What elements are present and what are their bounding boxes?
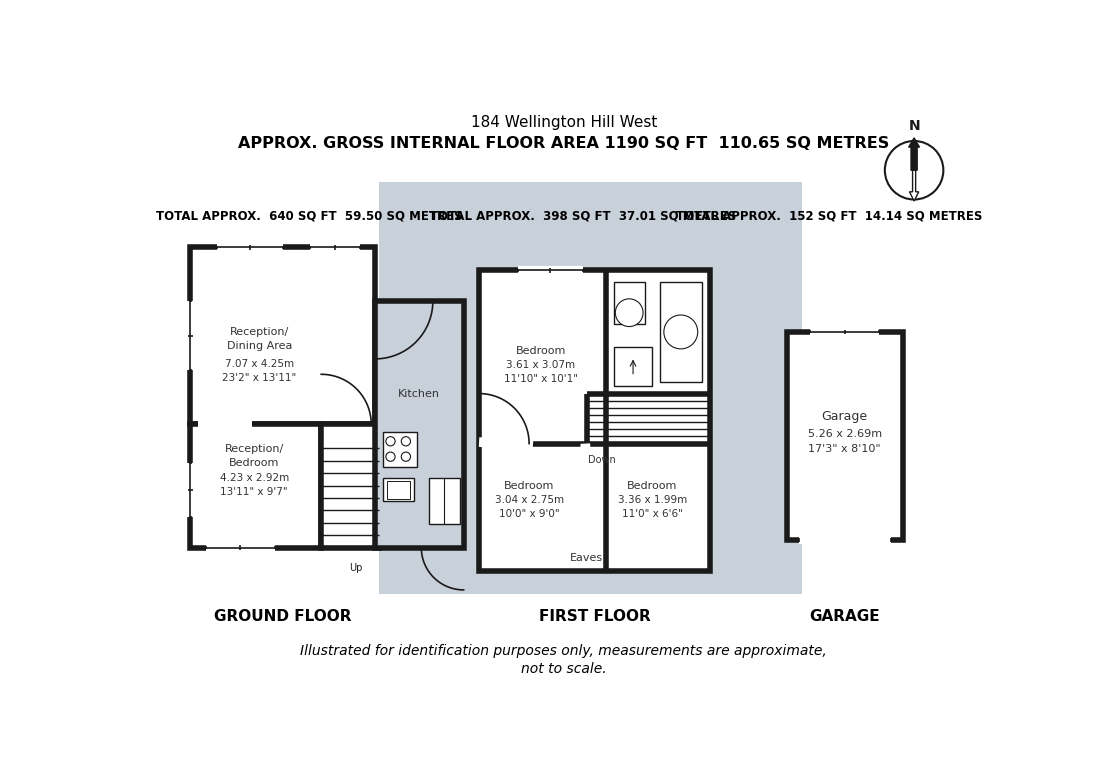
Bar [429,478,460,524]
FancyArrow shape [909,138,920,170]
Text: 11'10" x 10'1": 11'10" x 10'1" [504,374,578,384]
Text: APPROX. GROSS INTERNAL FLOOR AREA 1190 SQ FT  110.65 SQ METRES: APPROX. GROSS INTERNAL FLOOR AREA 1190 S… [238,136,890,151]
Text: 10'0" x 9'0": 10'0" x 9'0" [498,509,560,519]
Text: N: N [909,120,920,134]
Text: Dining Area: Dining Area [227,341,293,350]
Text: Garage: Garage [822,410,868,423]
Bar [387,480,409,499]
Text: Illustrated for identification purposes only, measurements are approximate,: Illustrated for identification purposes … [300,644,827,658]
Text: 5.26 x 2.69m: 5.26 x 2.69m [807,430,882,439]
Text: TOTAL APPROX.  152 SQ FT  14.14 SQ METRES: TOTAL APPROX. 152 SQ FT 14.14 SQ METRES [676,210,982,223]
Text: GROUND FLOOR: GROUND FLOOR [214,609,352,625]
Text: 4.23 x 2.92m: 4.23 x 2.92m [220,473,289,483]
Bar [788,332,902,540]
Text: Kitchen: Kitchen [398,388,440,399]
Text: 13'11" x 9'7": 13'11" x 9'7" [220,487,288,497]
Text: Eaves: Eaves [570,553,604,563]
Circle shape [615,299,644,326]
Text: Down: Down [588,455,616,465]
Text: Bedroom: Bedroom [516,347,565,356]
Text: 3.36 x 1.99m: 3.36 x 1.99m [618,495,686,505]
Bar [660,282,703,382]
Text: TOTAL APPROX.  640 SQ FT  59.50 SQ METRES: TOTAL APPROX. 640 SQ FT 59.50 SQ METRES [156,210,463,223]
FancyArrow shape [910,170,918,201]
Bar [190,424,321,548]
Text: 3.04 x 2.75m: 3.04 x 2.75m [495,495,563,505]
Bar [480,270,711,570]
Text: 23'2" x 13'11": 23'2" x 13'11" [222,373,297,383]
Text: 184 Wellington Hill West: 184 Wellington Hill West [471,115,657,130]
Bar [614,347,652,386]
Text: 7.07 x 4.25m: 7.07 x 4.25m [226,359,294,369]
Text: Up: Up [349,563,363,573]
Bar [378,182,803,594]
Bar [321,424,378,548]
Circle shape [884,141,944,200]
Text: Bedroom: Bedroom [504,481,554,491]
Text: Reception/: Reception/ [224,444,284,454]
Text: Bedroom: Bedroom [627,481,678,491]
Text: 11'0" x 6'6": 11'0" x 6'6" [621,509,683,519]
Text: Bedroom: Bedroom [229,458,279,468]
Bar [614,282,645,324]
Text: 17'3" x 8'10": 17'3" x 8'10" [808,444,881,454]
Text: TOTAL APPROX.  398 SQ FT  37.01 SQ METRES: TOTAL APPROX. 398 SQ FT 37.01 SQ METRES [430,210,736,223]
Bar [383,432,418,467]
Bar [383,478,414,501]
Bar [190,247,375,424]
Text: 3.61 x 3.07m: 3.61 x 3.07m [506,360,575,370]
Text: FIRST FLOOR: FIRST FLOOR [539,609,650,625]
Text: not to scale.: not to scale. [521,662,606,676]
Text: GARAGE: GARAGE [810,609,880,625]
Text: Reception/: Reception/ [230,327,289,337]
Bar [375,301,464,548]
